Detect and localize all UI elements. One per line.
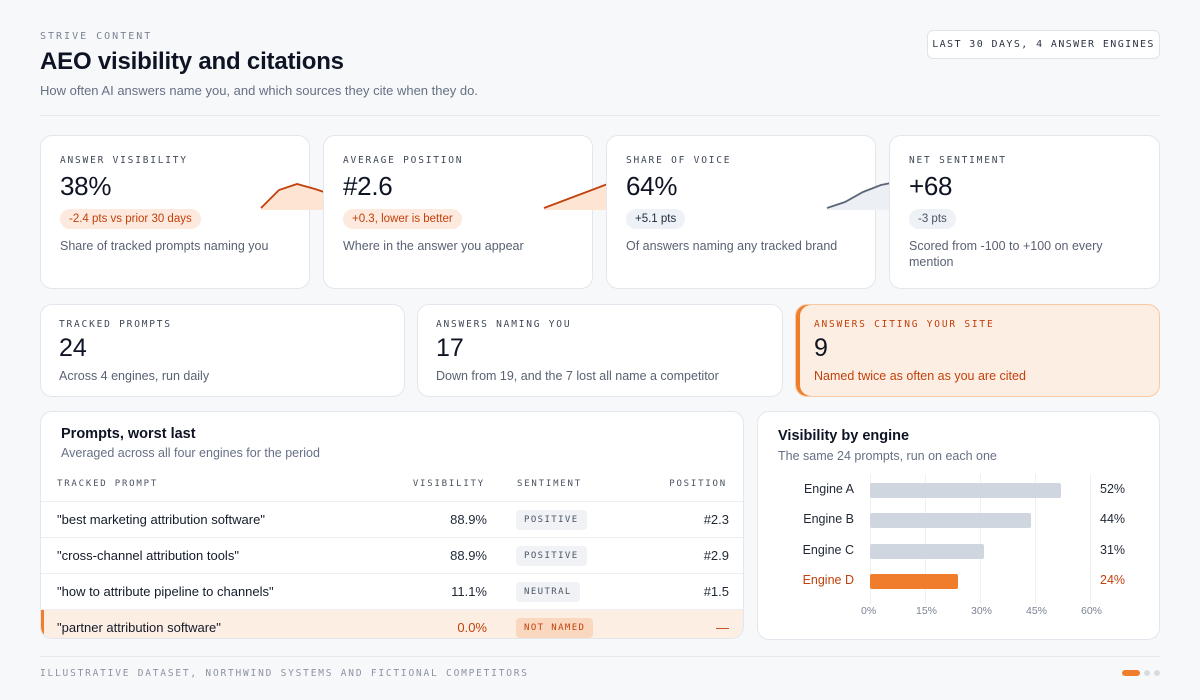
x-tick-label: 60% (1081, 605, 1103, 617)
position-value: — (716, 620, 729, 635)
stat-label: TRACKED PROMPTS (59, 319, 172, 330)
sentiment-badge: NOT NAMED (516, 618, 594, 638)
engine-chart-panel: Visibility by engine The same 24 prompts… (757, 411, 1160, 640)
x-tick-label: 45% (1026, 605, 1048, 617)
stat-value: 24 (59, 334, 87, 362)
kpi-value: 64% (626, 171, 678, 201)
kpi-card-visibility: ANSWER VISIBILITY 38% -2.4 pts vs prior … (40, 135, 333, 289)
table-row[interactable]: "how to attribute pipeline to channels" … (41, 573, 743, 609)
sentiment-badge: NEUTRAL (516, 582, 580, 602)
visibility-value: 0.0% (457, 620, 487, 635)
bar-category-label: Engine C (802, 543, 854, 557)
value-separator (1090, 474, 1091, 604)
column-header-sentiment[interactable]: SENTIMENT (517, 479, 582, 489)
visibility-value: 88.9% (450, 512, 487, 527)
position-value: #2.3 (703, 512, 729, 527)
footer-note: ILLUSTRATIVE DATASET, NORTHWIND SYSTEMS … (40, 668, 529, 679)
bar-category-label: Engine D (802, 573, 854, 587)
bar[interactable] (870, 483, 1061, 498)
x-tick-label: 0% (861, 605, 877, 617)
bar[interactable] (870, 574, 958, 589)
bar-value-label: 31% (1100, 543, 1126, 557)
page-subtitle: How often AI answers name you, and which… (40, 83, 478, 98)
stat-card-tracked-prompts: TRACKED PROMPTS 24 Across 4 engines, run… (40, 304, 405, 397)
kpi-description: Where in the answer you appear (343, 239, 524, 253)
visibility-value: 88.9% (450, 548, 487, 563)
bar-category-label: Engine A (803, 482, 854, 496)
column-header-visibility[interactable]: VISIBILITY (412, 479, 485, 489)
visibility-value: 11.1% (451, 584, 487, 599)
kpi-description: Of answers naming any tracked brand (626, 239, 838, 253)
delta-badge: -3 pts (909, 209, 956, 229)
page-dot[interactable] (1154, 670, 1160, 676)
panel-title: Prompts, worst last (61, 426, 196, 442)
prompt-text: "how to attribute pipeline to channels" (57, 584, 274, 599)
sentiment-badge: POSITIVE (516, 546, 587, 566)
page-dot[interactable] (1144, 670, 1150, 676)
stat-card-answers-naming: ANSWERS NAMING YOU 17 Down from 19, and … (417, 304, 783, 397)
stat-description: Named twice as often as you are cited (814, 369, 1026, 383)
pagination-dots[interactable] (1122, 670, 1160, 676)
panel-subtitle: Averaged across all four engines for the… (61, 446, 320, 460)
x-tick-label: 15% (916, 605, 938, 617)
gridline (1035, 474, 1036, 604)
footer-divider (40, 656, 1160, 657)
page-title: AEO visibility and citations (40, 48, 344, 75)
delta-badge: +5.1 pts (626, 209, 686, 229)
kpi-value: 38% (60, 171, 112, 201)
table-row[interactable]: "best marketing attribution software" 88… (41, 501, 743, 537)
table-row[interactable]: "partner attribution software" 0.0% NOT … (41, 609, 743, 638)
panel-subtitle: The same 24 prompts, run on each one (778, 449, 997, 463)
delta-badge: +0.3, lower is better (343, 209, 462, 229)
kpi-label: AVERAGE POSITION (343, 155, 464, 166)
prompt-text: "partner attribution software" (57, 620, 221, 635)
gridline (980, 474, 981, 604)
bar-value-label: 44% (1100, 512, 1126, 526)
bar[interactable] (870, 544, 984, 559)
table-header: TRACKED PROMPT VISIBILITY SENTIMENT POSI… (41, 479, 743, 501)
stat-label: ANSWERS CITING YOUR SITE (814, 319, 995, 330)
stat-description: Down from 19, and the 7 lost all name a … (436, 369, 719, 383)
kpi-value: #2.6 (343, 171, 393, 201)
kpi-card-share-of-voice: SHARE OF VOICE 64% +5.1 pts Of answers n… (606, 135, 899, 289)
kpi-label: NET SENTIMENT (909, 155, 1007, 166)
header-divider (40, 115, 1160, 116)
kpi-card-position: AVERAGE POSITION #2.6 +0.3, lower is bet… (323, 135, 616, 289)
gridline (925, 474, 926, 604)
bar[interactable] (870, 513, 1032, 528)
position-value: #1.5 (703, 584, 729, 599)
bar-value-label: 24% (1100, 573, 1126, 587)
column-header-position[interactable]: POSITION (669, 479, 727, 489)
bar-category-label: Engine B (803, 512, 854, 526)
prompts-table-panel: Prompts, worst last Averaged across all … (40, 411, 744, 639)
sentiment-badge: POSITIVE (516, 510, 587, 530)
stat-value: 9 (814, 334, 828, 362)
x-tick-label: 30% (971, 605, 993, 617)
stat-label: ANSWERS NAMING YOU (436, 319, 572, 330)
panel-title: Visibility by engine (778, 428, 910, 444)
prompt-text: "best marketing attribution software" (57, 512, 265, 527)
kpi-label: SHARE OF VOICE (626, 155, 732, 166)
stat-description: Across 4 engines, run daily (59, 369, 210, 383)
date-range-selector[interactable]: LAST 30 DAYS, 4 ANSWER ENGINES (927, 30, 1160, 59)
column-header-prompt[interactable]: TRACKED PROMPT (57, 479, 159, 489)
kpi-label: ANSWER VISIBILITY (60, 155, 188, 166)
table-row[interactable]: "cross-channel attribution tools" 88.9% … (41, 537, 743, 573)
delta-badge: -2.4 pts vs prior 30 days (60, 209, 201, 229)
prompt-text: "cross-channel attribution tools" (57, 548, 239, 563)
stat-value: 17 (436, 334, 464, 362)
kpi-value: +68 (909, 171, 953, 201)
kpi-description: Share of tracked prompts naming you (60, 239, 269, 253)
brand-eyebrow: STRIVE CONTENT (40, 31, 153, 42)
gridline (870, 474, 871, 604)
kpi-description: Scored from -100 to +100 on every mentio… (909, 239, 1103, 269)
bar-value-label: 52% (1100, 482, 1126, 496)
position-value: #2.9 (703, 548, 729, 563)
page-dot-active[interactable] (1122, 670, 1140, 676)
kpi-card-sentiment: NET SENTIMENT +68 -3 pts Scored from -10… (889, 135, 1160, 289)
stat-card-answers-citing: ANSWERS CITING YOUR SITE 9 Named twice a… (795, 304, 1160, 397)
